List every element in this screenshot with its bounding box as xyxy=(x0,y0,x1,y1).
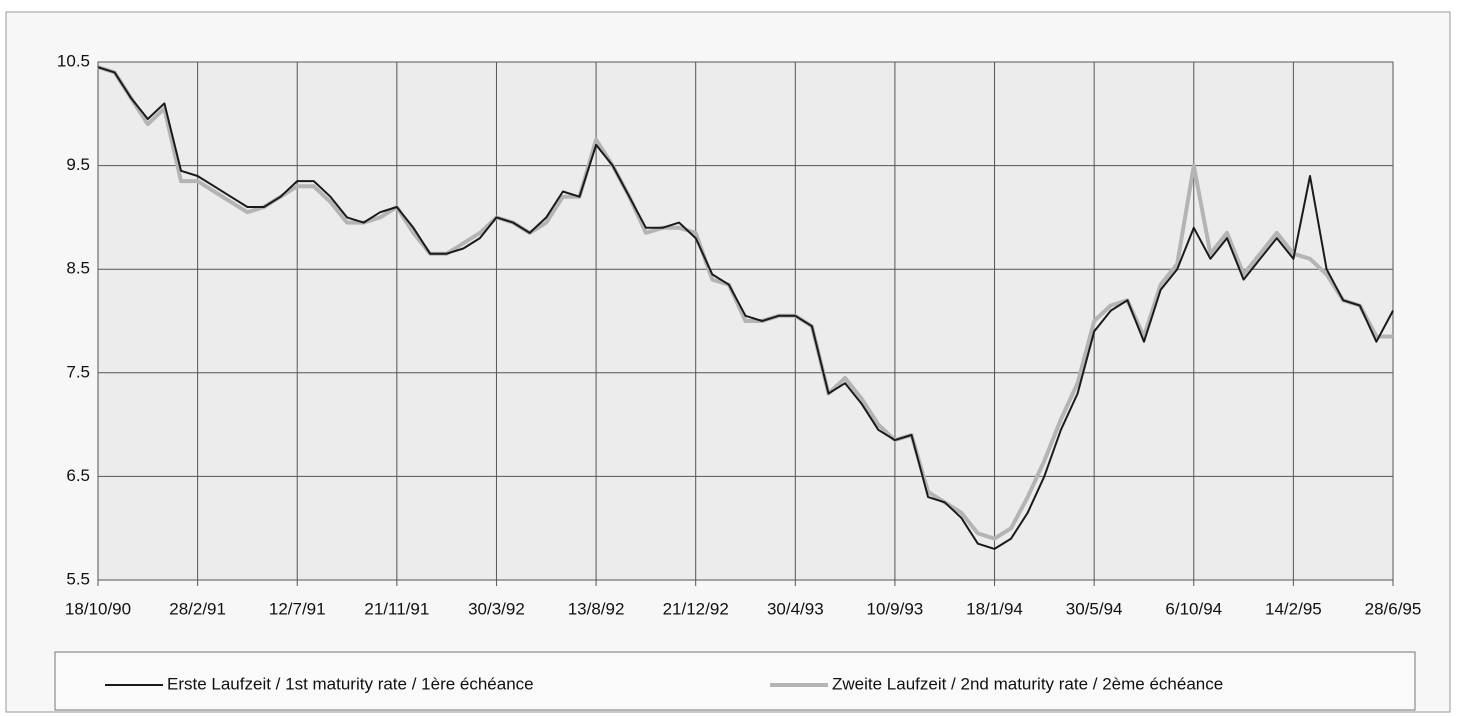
y-tick-label: 10.5 xyxy=(57,51,90,70)
x-tick-label: 30/4/93 xyxy=(767,599,824,618)
x-tick-label: 10/9/93 xyxy=(867,599,924,618)
y-tick-label: 7.5 xyxy=(66,362,90,381)
x-tick-label: 21/11/91 xyxy=(364,599,429,618)
x-tick-label: 21/12/92 xyxy=(663,599,729,618)
legend xyxy=(54,651,1416,711)
series-line xyxy=(97,65,1393,541)
x-tick-label: 18/1/94 xyxy=(966,599,1023,618)
y-tick-label: 9.5 xyxy=(66,155,90,174)
legend-label: Erste Laufzeit / 1st maturity rate / 1èr… xyxy=(167,674,534,693)
x-tick-label: 30/3/92 xyxy=(468,599,525,618)
x-tick-label: 13/8/92 xyxy=(568,599,625,618)
y-tick-label: 8.5 xyxy=(66,259,90,278)
x-tick-label: 30/5/94 xyxy=(1066,599,1123,618)
x-tick-label: 12/7/91 xyxy=(269,599,326,618)
x-tick-label: 18/10/90 xyxy=(65,599,131,618)
x-tick-label: 28/6/95 xyxy=(1365,599,1422,618)
legend-label: Zweite Laufzeit / 2nd maturity rate / 2è… xyxy=(832,674,1223,693)
x-tick-label: 14/2/95 xyxy=(1265,599,1322,618)
x-tick-label: 28/2/91 xyxy=(169,599,226,618)
y-tick-label: 6.5 xyxy=(66,466,90,485)
series-line xyxy=(97,66,1394,550)
y-tick-label: 5.5 xyxy=(66,569,90,588)
x-tick-label: 6/10/94 xyxy=(1165,599,1222,618)
